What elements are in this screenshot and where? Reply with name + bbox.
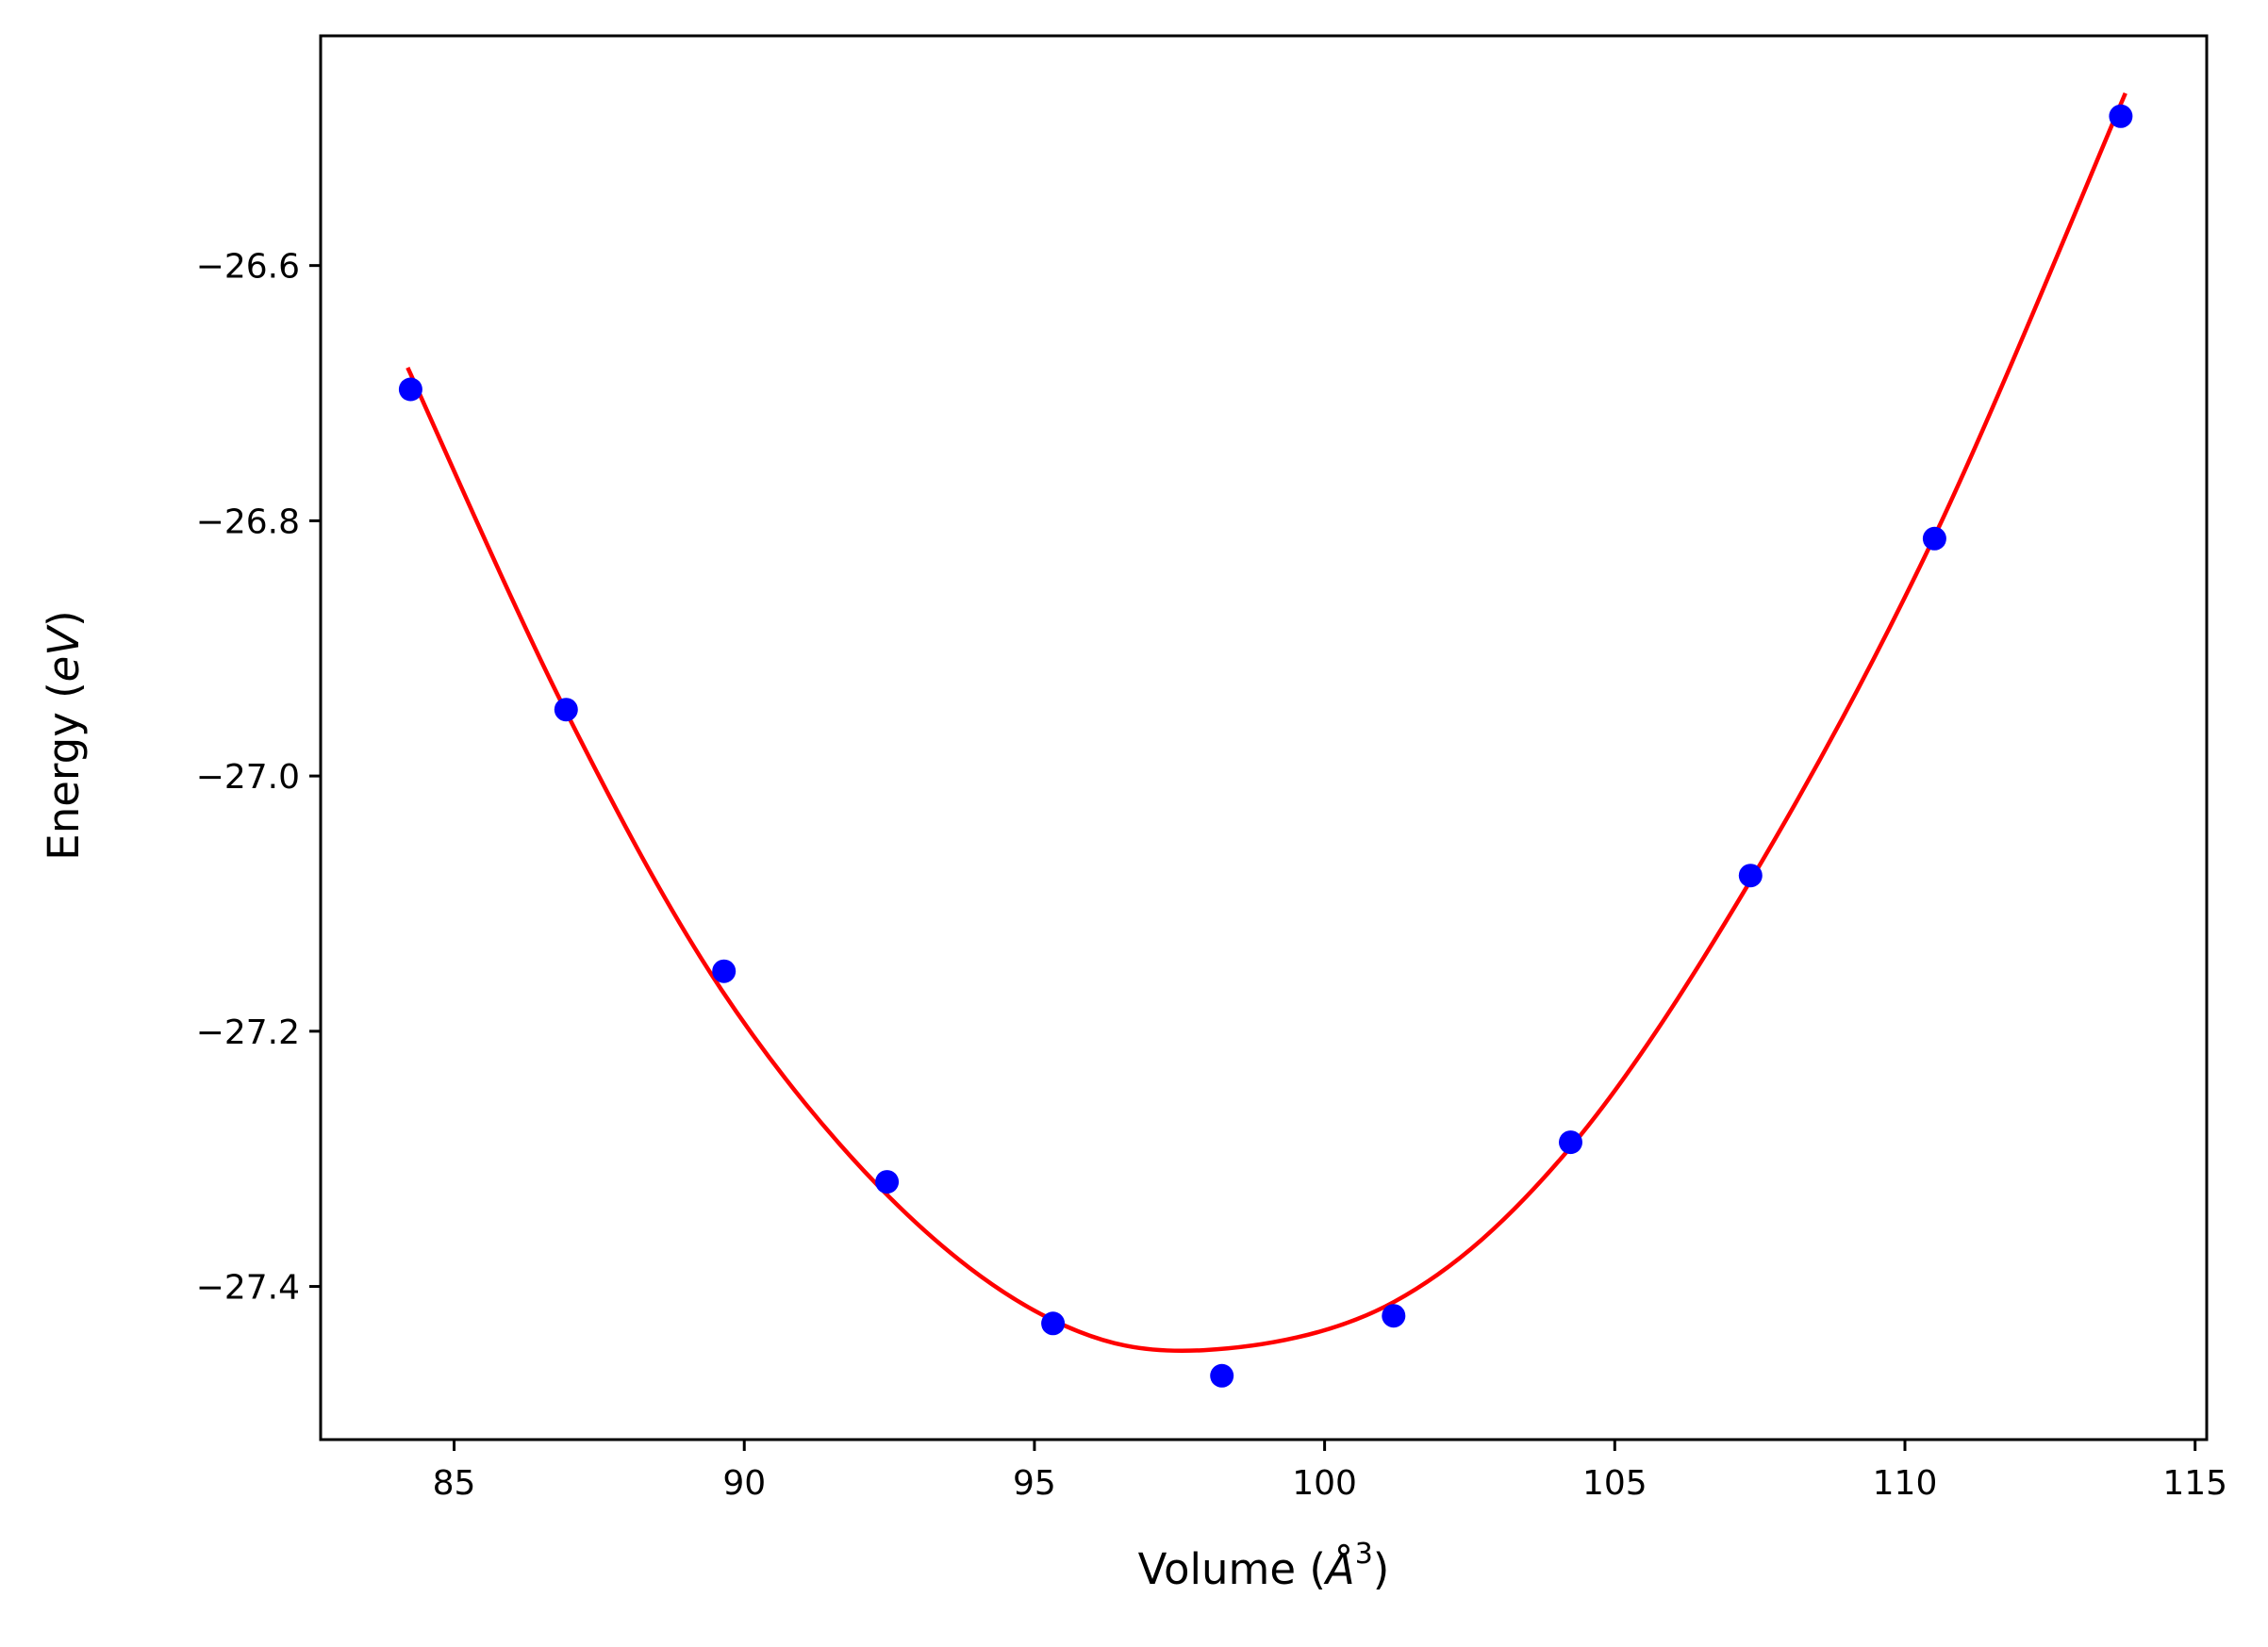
x-tick-label: 115 [2162,1464,2227,1503]
axis-ticks: 85 90 95 100 105 110 115 −26.6 −26.8 −27.0 −27.2 −2… [196,248,2227,1503]
data-point [1382,1304,1406,1328]
x-tick-label: 110 [1873,1464,1938,1503]
data-point [1210,1363,1234,1388]
x-tick-label: 85 [433,1464,476,1503]
data-point [2109,104,2133,128]
data-point [398,377,422,402]
x-tick-label: 105 [1582,1464,1647,1503]
y-axis-label-suffix: ) [39,610,89,627]
x-tick-label: 90 [722,1464,766,1503]
y-tick-label: −26.6 [196,248,300,287]
data-point [1041,1311,1066,1336]
y-tick-label: −27.4 [196,1269,300,1308]
x-axis-label-symbol: Å [1323,1544,1355,1594]
data-point [1738,864,1763,888]
data-point [712,959,737,983]
x-axis-label-prefix: Volume ( [1138,1544,1326,1594]
plot-area [398,92,2133,1388]
data-point [1922,526,1946,551]
y-tick-label: −27.0 [196,758,300,797]
x-tick-label: 95 [1013,1464,1056,1503]
fit-curve-line [406,92,2127,1354]
x-axis-label-suffix: ) [1373,1544,1390,1594]
y-axis-label-unit: eV [39,624,89,683]
x-axis-label: Volume (Å3) [1138,1538,1390,1594]
plot-frame [319,34,2209,1441]
x-axis-label-exponent: 3 [1355,1538,1373,1571]
y-axis-label-prefix: Energy ( [39,682,89,860]
x-tick-label: 100 [1292,1464,1357,1503]
y-axis-label: Energy (eV) [39,610,89,860]
data-point [1559,1130,1582,1155]
y-tick-label: −27.2 [196,1013,300,1052]
y-tick-label: −26.8 [196,502,300,541]
data-point [875,1170,900,1194]
data-point [554,698,578,722]
